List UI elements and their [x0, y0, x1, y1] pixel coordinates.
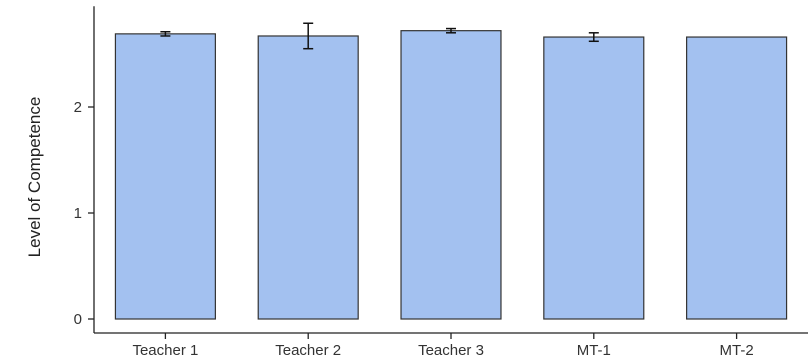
x-tick-label: MT-2: [720, 342, 754, 359]
y-tick-label: 2: [74, 99, 82, 116]
y-ticks: 0 1 2: [74, 99, 94, 328]
bar: [686, 36, 788, 320]
bar: [400, 30, 502, 320]
bar: [543, 36, 645, 320]
x-ticks: Teacher 1 Teacher 2 Teacher 3 MT-1 MT-2: [132, 333, 754, 359]
bar: [257, 35, 359, 320]
x-tick-label: MT-1: [577, 342, 611, 359]
x-tick-label: Teacher 1: [132, 342, 198, 359]
x-tick-label: Teacher 3: [418, 342, 484, 359]
y-axis-title: Level of Competence: [25, 97, 44, 258]
y-tick-label: 0: [74, 311, 82, 328]
bars: [114, 30, 788, 320]
x-tick-label: Teacher 2: [275, 342, 341, 359]
bar: [114, 33, 216, 320]
y-tick-label: 1: [74, 205, 82, 222]
error-bars: [160, 22, 599, 50]
